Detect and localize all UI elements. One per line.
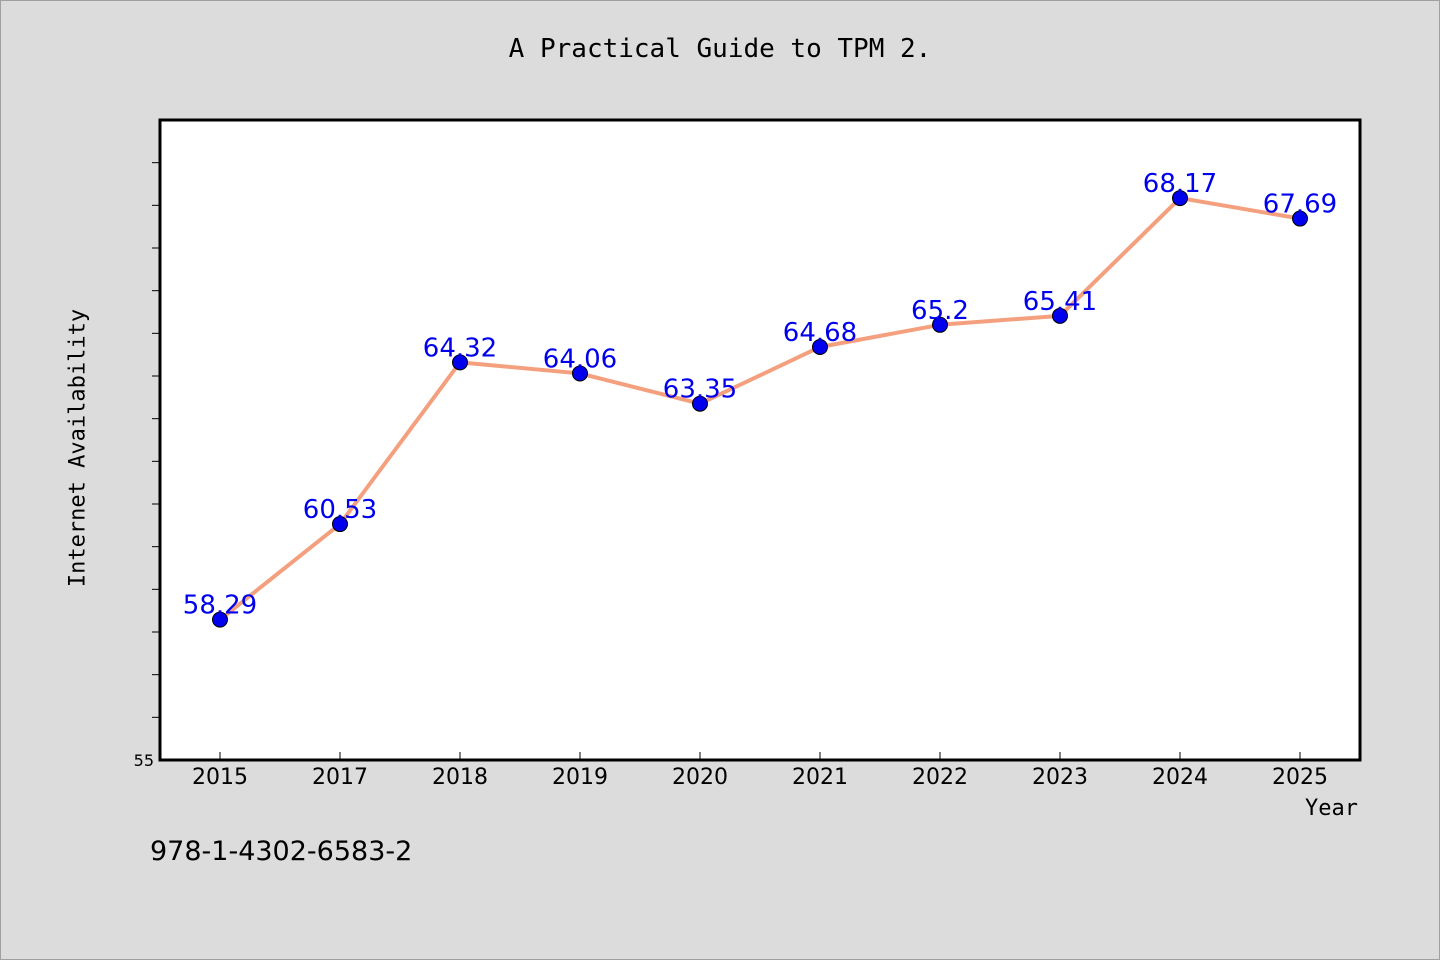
data-label: 65.41 [1023, 287, 1097, 317]
data-label: 65.2 [911, 296, 969, 326]
x-tick-label: 2025 [1272, 765, 1328, 790]
data-point [332, 516, 348, 533]
data-label: 67.69 [1263, 190, 1337, 220]
data-point [1292, 210, 1308, 227]
data-point [932, 316, 948, 333]
y-tick-label: 55 [134, 751, 154, 770]
y-axis-label: Internet Availability [65, 308, 91, 588]
data-point [692, 395, 708, 412]
x-tick-label: 2017 [312, 765, 368, 790]
data-label: 64.68 [783, 318, 857, 348]
x-tick-label: 2015 [192, 765, 248, 790]
x-tick-label: 2024 [1152, 765, 1208, 790]
data-point [212, 611, 228, 628]
x-tick-label: 2021 [792, 765, 848, 790]
x-tick-label: 2019 [552, 765, 608, 790]
series-line [218, 196, 1302, 622]
x-tick-label: 2018 [432, 765, 488, 790]
x-tick-label: 2022 [912, 765, 968, 790]
data-label: 63.35 [663, 375, 737, 405]
x-axis-ticks: 2015 2017 2018 2019 2020 2021 2022 2023 2024 2025 [192, 752, 1328, 790]
data-label: 58.29 [183, 591, 257, 621]
x-tick-label: 2020 [672, 765, 728, 790]
data-label: 60.53 [303, 495, 377, 525]
data-label: 68.17 [1143, 169, 1217, 199]
data-point [1172, 190, 1188, 207]
data-label: 64.32 [423, 333, 497, 363]
data-label: 64.06 [543, 344, 617, 374]
chart-title: A Practical Guide to TPM 2. [508, 34, 932, 64]
isbn-footnote: 978-1-4302-6583-2 [150, 836, 413, 867]
data-point [452, 354, 468, 371]
data-point [812, 338, 828, 355]
data-point [1052, 307, 1068, 324]
data-point [572, 365, 588, 382]
plot-area [158, 118, 1362, 762]
y-axis-ticks: 55 [134, 162, 160, 770]
series-group: 58.29 60.53 64.32 64.06 63.35 64.68 65.2 65.41 6… [183, 169, 1337, 628]
x-axis-label: Year [1305, 796, 1358, 821]
x-tick-label: 2023 [1032, 765, 1088, 790]
